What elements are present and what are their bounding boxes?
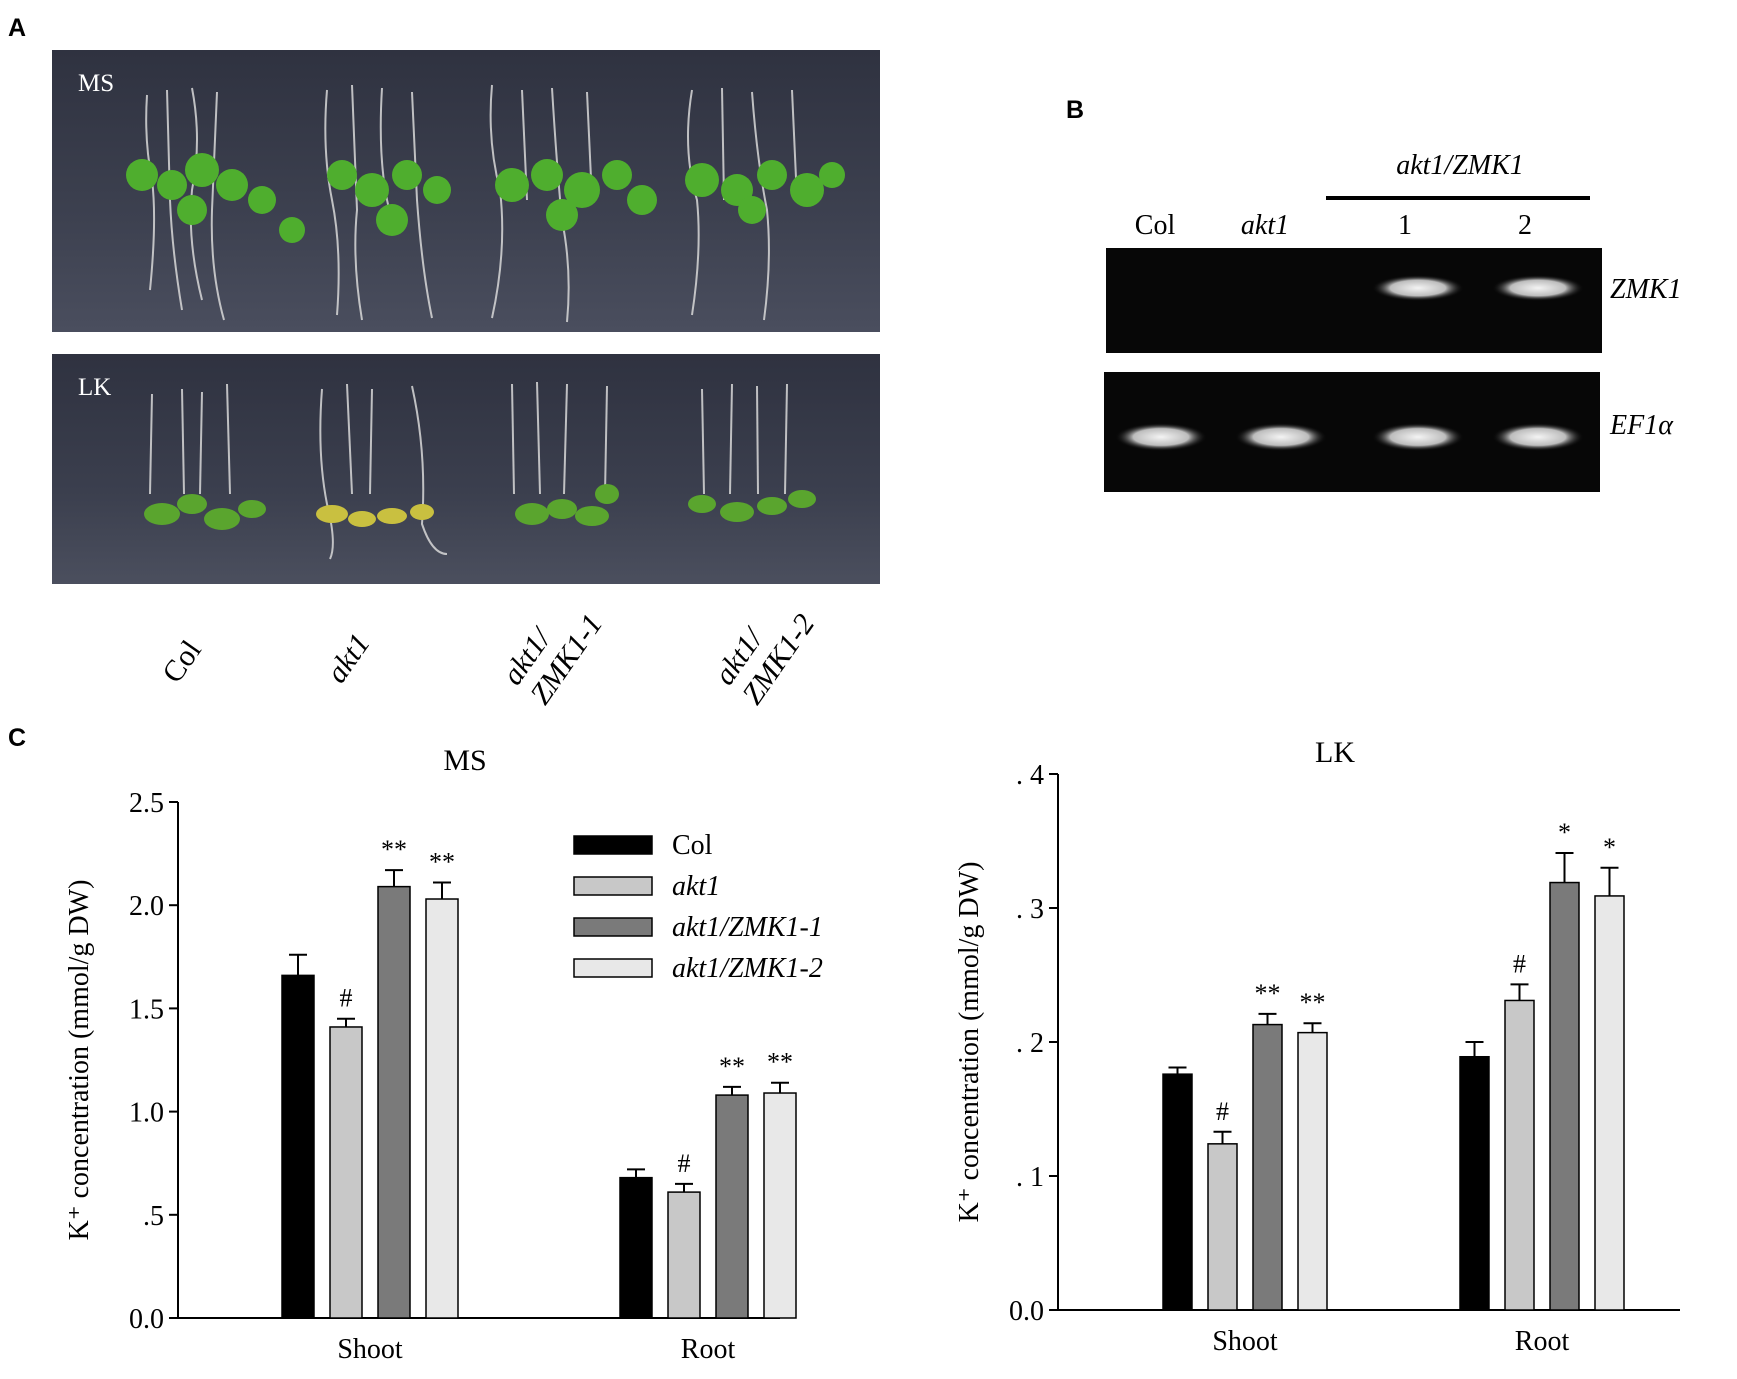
lk-sig-mark-1-3: * bbox=[1603, 833, 1616, 862]
genotype-label-col: Col bbox=[156, 634, 208, 689]
chart-lk: LK K⁺ concentration (mmol/g DW) 0.0 . 1 . 2.… bbox=[954, 736, 1680, 1357]
lk-bar-1-2 bbox=[1549, 881, 1580, 1311]
ms-bar-1-1 bbox=[667, 1191, 701, 1319]
lk-sig-mark-0-2: ** bbox=[1255, 979, 1281, 1008]
ms-bar-0-0 bbox=[281, 974, 315, 1319]
lk-sig-mark-1-2: * bbox=[1558, 818, 1571, 847]
ms-bar-1-0 bbox=[619, 1176, 653, 1319]
ms-legend-label-2: akt1/ZMK1-1 bbox=[672, 912, 823, 943]
lane-label-2: 2 bbox=[1518, 210, 1532, 241]
lk-bar-0-3 bbox=[1297, 1031, 1328, 1311]
lk-y-axis-label: K⁺ concentration (mmol/g DW) bbox=[954, 862, 985, 1223]
lk-sig-mark-0-1: # bbox=[1216, 1097, 1229, 1126]
ms-plate-label: MS bbox=[78, 70, 115, 97]
lk-x-tick-label-0: Shoot bbox=[1212, 1326, 1278, 1357]
ms-plate-photo: MS bbox=[52, 50, 880, 332]
lk-sig-mark-1-1: # bbox=[1513, 949, 1526, 978]
ms-sig-mark-0-2: ** bbox=[381, 835, 407, 864]
zmk1-gel bbox=[1106, 248, 1602, 353]
ms-y-tick-label-1: .5 bbox=[143, 1201, 164, 1232]
lk-bar-1-1 bbox=[1504, 999, 1535, 1311]
ms-legend-label-1: akt1 bbox=[672, 871, 720, 902]
lk-y-tick-label-1: . 1 bbox=[1016, 1162, 1044, 1193]
ms-x-tick-label-0: Shoot bbox=[337, 1334, 403, 1365]
ms-sig-mark-1-2: ** bbox=[719, 1052, 745, 1081]
panel-letter-c: C bbox=[8, 724, 27, 752]
lk-plate-label: LK bbox=[78, 374, 112, 401]
ms-y-tick-label-2: 1.0 bbox=[129, 1098, 164, 1129]
ms-sig-mark-1-3: ** bbox=[767, 1048, 793, 1077]
ms-legend-swatch-2 bbox=[573, 917, 653, 937]
ms-bar-1-3 bbox=[763, 1092, 797, 1319]
lk-y-tick-label-0: 0.0 bbox=[1009, 1296, 1044, 1327]
ms-y-axis-label: K⁺ concentration (mmol/g DW) bbox=[64, 880, 95, 1241]
ms-sig-mark-0-3: ** bbox=[429, 847, 455, 876]
lk-y-tick-label-2: . 2 bbox=[1016, 1028, 1044, 1059]
ms-bar-1-2 bbox=[715, 1094, 749, 1319]
genotype-label-akt1: akt1 bbox=[320, 627, 377, 689]
lk-bar-0-2 bbox=[1252, 1023, 1283, 1311]
ms-x-tick-label-1: Root bbox=[681, 1334, 736, 1365]
ms-y-tick-label-0: 0.0 bbox=[129, 1304, 164, 1335]
gene-label-ef1a: EF1α bbox=[1610, 410, 1673, 441]
ms-title: MS bbox=[443, 744, 486, 777]
lane-label-1: 1 bbox=[1398, 210, 1412, 241]
ms-legend-label-0: Col bbox=[672, 830, 713, 861]
lk-seedlings bbox=[144, 381, 816, 560]
ms-bar-0-2 bbox=[377, 885, 411, 1319]
ef1a-band-3 bbox=[1492, 423, 1584, 451]
gel-group-bar bbox=[1326, 196, 1590, 200]
ms-y-tick-label-4: 2.0 bbox=[129, 891, 164, 922]
ms-y-tick-label-3: 1.5 bbox=[129, 994, 164, 1025]
ms-seedlings bbox=[126, 84, 845, 323]
ms-sig-mark-1-1: # bbox=[678, 1149, 691, 1178]
genotype-label-akt1-zmk1-1: akt1/ ZMK1-1 bbox=[496, 608, 610, 711]
lk-y-tick-label-4: . 4 bbox=[1016, 760, 1044, 791]
ef1a-gel bbox=[1104, 372, 1600, 492]
panel-letter-b: B bbox=[1066, 96, 1085, 124]
ms-sig-mark-0-1: # bbox=[340, 984, 353, 1013]
ms-legend-swatch-3 bbox=[573, 958, 653, 978]
chart-ms: MS K⁺ concentration (mmol/g DW) 0.0 .5 1.0 1.… bbox=[64, 744, 823, 1365]
lk-x-tick-label-1: Root bbox=[1515, 1326, 1570, 1357]
genotype-label-akt1-zmk1-2: akt1/ ZMK1-2 bbox=[708, 608, 822, 711]
ms-y-tick-label-5: 2.5 bbox=[129, 788, 164, 819]
lane-label-akt1: akt1 bbox=[1240, 210, 1290, 241]
ef1a-band-1 bbox=[1235, 423, 1327, 451]
gene-label-zmk1: ZMK1 bbox=[1610, 274, 1682, 305]
ms-legend-swatch-0 bbox=[573, 835, 653, 855]
lk-y-tick-label-3: . 3 bbox=[1016, 894, 1044, 925]
lk-bar-0-1 bbox=[1207, 1143, 1238, 1311]
lk-bar-1-3 bbox=[1594, 895, 1625, 1311]
lane-label-col: Col bbox=[1134, 210, 1176, 241]
ms-legend-label-3: akt1/ZMK1-2 bbox=[672, 953, 823, 984]
lk-plate-photo: LK bbox=[52, 354, 880, 584]
lk-sig-mark-0-3: ** bbox=[1300, 988, 1326, 1017]
lk-bar-1-0 bbox=[1459, 1055, 1490, 1311]
lk-title: LK bbox=[1315, 736, 1355, 769]
ms-bar-0-3 bbox=[425, 898, 459, 1319]
ms-bar-0-1 bbox=[329, 1026, 363, 1319]
ef1a-band-2 bbox=[1372, 423, 1464, 451]
ms-legend-swatch-1 bbox=[573, 876, 653, 896]
zmk1-band-3 bbox=[1492, 275, 1584, 301]
ef1a-band-0 bbox=[1115, 423, 1207, 451]
lk-bar-0-0 bbox=[1162, 1073, 1193, 1311]
panel-letter-a: A bbox=[8, 14, 27, 42]
zmk1-band-2 bbox=[1372, 275, 1464, 301]
gel-group-label: akt1/ZMK1 bbox=[1396, 150, 1524, 181]
